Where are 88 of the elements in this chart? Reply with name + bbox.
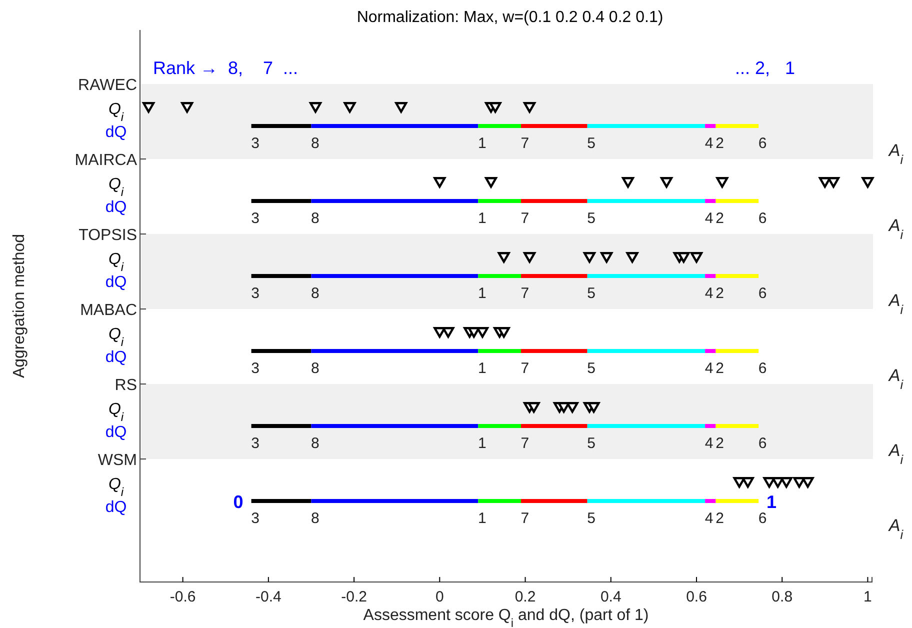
text: Q$_{i}$	[108, 326, 124, 349]
y-tick-label: RAWEC	[78, 77, 137, 94]
annotation: 7	[520, 285, 530, 302]
annotation: 1	[478, 210, 486, 227]
text: dQ	[105, 274, 127, 291]
text: A$_{i}$	[888, 291, 904, 316]
annotation: 8	[311, 510, 320, 527]
series-label: Q$_{i}$	[108, 101, 124, 124]
annotation: 8	[311, 360, 320, 377]
y-tick-label: MAIRCA	[74, 152, 138, 169]
annotation: 6	[758, 510, 767, 527]
y-tick-label: TOPSIS	[78, 227, 137, 244]
annotation: 6	[758, 435, 767, 452]
annotation: 1	[766, 492, 777, 512]
annotation: 1	[478, 360, 486, 377]
x-axis-title: Assessment score Q$_{i}$ and dQ, (part of 1)	[363, 607, 649, 628]
x-tick-label: -0.2	[341, 588, 367, 606]
y-tick-label: WSM	[98, 452, 137, 469]
annotation: 0	[233, 492, 244, 512]
text: dQ	[105, 199, 127, 216]
annotation: 2	[716, 210, 724, 227]
annotation: 8	[311, 210, 320, 227]
text: A$_{i}$	[888, 516, 904, 542]
annotation: 3	[251, 435, 260, 452]
annotation: 4	[704, 210, 714, 227]
annotation: 7	[520, 510, 530, 527]
annotation: 7	[520, 435, 530, 452]
text: A$_{i}$	[888, 216, 904, 242]
annotation: 1	[478, 435, 486, 452]
annotation: 3	[251, 510, 260, 527]
y-tick-label: MABAC	[80, 302, 137, 319]
text: dQ	[105, 124, 127, 141]
annotation: 8	[311, 135, 320, 152]
x-tick-label: -0.4	[255, 588, 282, 606]
annotation: 5	[587, 435, 596, 452]
text: A$_{i}$	[888, 441, 904, 466]
annotation: 1	[478, 510, 486, 527]
annotation: 6	[758, 135, 767, 152]
annotation: 1	[478, 285, 486, 302]
annotation: 2	[716, 435, 724, 452]
annotation: 1	[478, 135, 486, 152]
annotation: 8	[311, 285, 320, 302]
annotation: 7	[520, 135, 530, 152]
text: dQ	[105, 499, 127, 516]
text: Q$_{i}$	[108, 251, 124, 274]
text: dQ	[105, 424, 127, 441]
x-tick-label: 0	[435, 588, 444, 606]
x-tick-label: 0.8	[772, 588, 793, 606]
annotation: 7	[520, 210, 530, 227]
annotation: 3	[251, 135, 260, 152]
text: A$_{i}$	[888, 366, 904, 392]
text: Q$_{i}$	[108, 401, 124, 424]
x-tick-label: 1	[864, 588, 872, 606]
annotation: 4	[704, 285, 714, 302]
annotation: 5	[587, 285, 596, 302]
annotation: 3	[251, 285, 260, 302]
annotation: 2	[716, 360, 724, 377]
annotation: 2	[716, 510, 724, 527]
annotation: 6	[758, 210, 767, 227]
annotation: Rank → 8, 7 ...	[153, 58, 298, 78]
annotation: 2	[716, 285, 724, 302]
annotation: 4	[704, 435, 714, 452]
annotation: ... 2, 1	[735, 58, 796, 78]
x-tick-label: -0.6	[170, 588, 196, 606]
x-tick-label: 0.2	[514, 588, 536, 606]
annotation: 4	[704, 510, 714, 527]
annotation: 4	[704, 360, 714, 377]
annotation: 8	[311, 435, 320, 452]
annotation: 5	[587, 510, 596, 527]
annotation: 6	[758, 360, 767, 377]
annotation: 7	[520, 360, 530, 377]
text: Q$_{i}$	[108, 476, 124, 499]
annotation: 4	[704, 135, 714, 152]
annotation: 5	[587, 210, 596, 227]
annotation: 5	[587, 135, 596, 152]
annotation: 3	[251, 360, 260, 377]
text: A$_{i}$	[888, 141, 904, 166]
x-tick-label: 0.4	[600, 588, 622, 606]
annotation: 2	[716, 135, 724, 152]
annotation: 3	[251, 210, 260, 227]
text: dQ	[105, 349, 127, 366]
x-tick-label: 0.6	[686, 588, 707, 606]
annotation: 6	[758, 285, 767, 302]
annotation: 5	[587, 360, 596, 377]
y-tick-label: RS	[114, 377, 137, 394]
text: Q$_{i}$	[108, 176, 124, 199]
chart-title: Normalization: Max, w=(0.1 0.2 0.4 0.2 0.1)	[356, 9, 664, 26]
y-axis-title: Aggregation method	[11, 234, 28, 378]
